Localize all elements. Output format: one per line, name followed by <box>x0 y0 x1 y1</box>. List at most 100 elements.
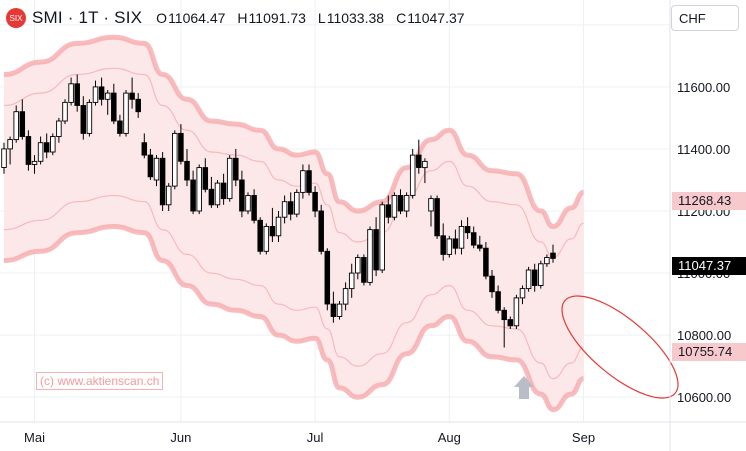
candle-body <box>422 160 428 169</box>
candle-body <box>355 257 361 274</box>
candle <box>31 155 38 174</box>
upper-band-badge: 11268.43 <box>672 192 746 210</box>
candle-body <box>153 157 160 181</box>
candle <box>403 192 410 218</box>
candle <box>86 99 93 137</box>
candle <box>281 195 288 224</box>
candle <box>483 242 489 280</box>
candle-body <box>458 226 465 249</box>
candle-body <box>80 105 87 134</box>
candle-body <box>306 170 312 193</box>
candle <box>165 183 172 211</box>
candle-body <box>519 288 526 299</box>
candle-body <box>550 252 556 259</box>
candle-body <box>214 182 221 206</box>
candle <box>446 235 453 258</box>
candle-body <box>269 226 276 237</box>
forecast-ellipse <box>561 295 679 399</box>
candle <box>25 130 32 171</box>
candle-body <box>489 275 495 293</box>
symbol-title[interactable]: SMI · 1T · SIX <box>32 8 143 27</box>
price-tick-label: 11600.00 <box>677 80 730 95</box>
candle-body <box>202 167 209 190</box>
candle <box>361 254 367 286</box>
time-tick-label: Jul <box>307 430 324 445</box>
watermark: (c) www.aktienscan.ch <box>36 372 164 390</box>
candle-body <box>98 86 105 100</box>
candle-body <box>251 195 257 221</box>
candle-body <box>446 238 453 255</box>
candle <box>184 148 190 187</box>
signal-arrow-up-icon <box>514 376 534 399</box>
candle-body <box>190 179 196 212</box>
candle-body <box>324 250 331 305</box>
candle <box>56 117 62 143</box>
price-tick-label: 10600.00 <box>677 390 731 405</box>
candle <box>62 99 68 125</box>
high-value: H11091.73 <box>237 10 306 26</box>
candle <box>214 179 221 208</box>
candle <box>489 269 495 298</box>
candle-body <box>513 297 520 327</box>
candle <box>68 77 74 106</box>
currency-button[interactable]: CHF <box>671 5 739 31</box>
candle <box>233 148 239 187</box>
candle <box>220 173 227 205</box>
candle-body <box>336 303 343 317</box>
candle <box>74 74 80 112</box>
candle-body <box>117 120 123 134</box>
candle-body <box>507 319 514 327</box>
candle-body <box>233 157 239 181</box>
candle-body <box>104 92 111 100</box>
candle <box>531 263 538 292</box>
candle-body <box>385 204 392 218</box>
candle <box>104 89 111 115</box>
upper-band-line <box>3 34 585 230</box>
candle-body <box>31 160 38 165</box>
candles <box>1 74 556 348</box>
candle <box>501 307 507 348</box>
candle-body <box>361 257 367 283</box>
candle <box>336 300 343 320</box>
candle <box>37 136 44 165</box>
candle <box>129 77 135 109</box>
candle-body <box>37 142 44 162</box>
candle-body <box>184 160 190 181</box>
candle <box>379 201 385 274</box>
candle <box>245 192 251 215</box>
candle <box>416 139 422 174</box>
candle-body <box>495 291 501 311</box>
inner-lower-band-line <box>3 194 584 380</box>
candle-body <box>275 216 282 237</box>
candle-body <box>312 191 318 212</box>
candle <box>239 170 245 218</box>
candle <box>92 80 99 106</box>
candle <box>519 285 526 305</box>
candle-body <box>226 157 233 200</box>
candle <box>507 316 514 329</box>
candle-body <box>434 198 440 237</box>
candle-body <box>263 226 270 252</box>
candle-body <box>25 136 32 165</box>
candle-body <box>501 309 507 321</box>
candle <box>159 152 166 211</box>
candle-body <box>531 269 538 286</box>
candle-body <box>348 272 355 290</box>
candle-body <box>544 257 550 265</box>
candle <box>251 189 257 224</box>
candle <box>428 195 434 227</box>
candle <box>544 254 550 267</box>
candle-body <box>208 188 215 206</box>
candle-body <box>50 136 56 153</box>
candle <box>367 226 373 286</box>
candle-body <box>470 232 477 246</box>
candle <box>409 148 416 199</box>
candle <box>538 260 544 289</box>
candle <box>513 294 520 329</box>
lower-band-line <box>3 223 585 413</box>
candle-body <box>220 182 227 200</box>
candle-body <box>397 195 404 212</box>
candle <box>111 83 117 125</box>
candle-body <box>483 247 489 277</box>
